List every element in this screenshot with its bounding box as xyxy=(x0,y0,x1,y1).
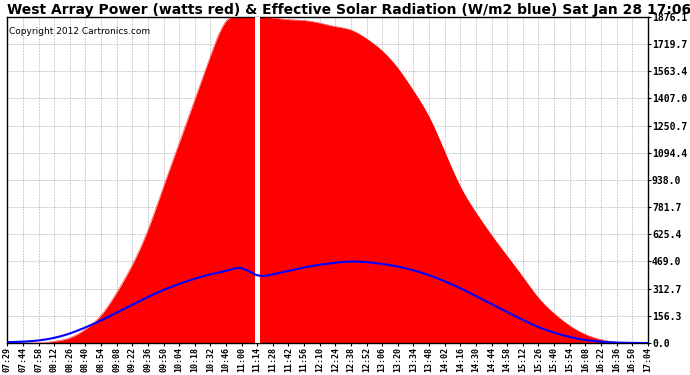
Text: West Array Power (watts red) & Effective Solar Radiation (W/m2 blue) Sat Jan 28 : West Array Power (watts red) & Effective… xyxy=(8,3,690,17)
Text: Copyright 2012 Cartronics.com: Copyright 2012 Cartronics.com xyxy=(8,27,150,36)
